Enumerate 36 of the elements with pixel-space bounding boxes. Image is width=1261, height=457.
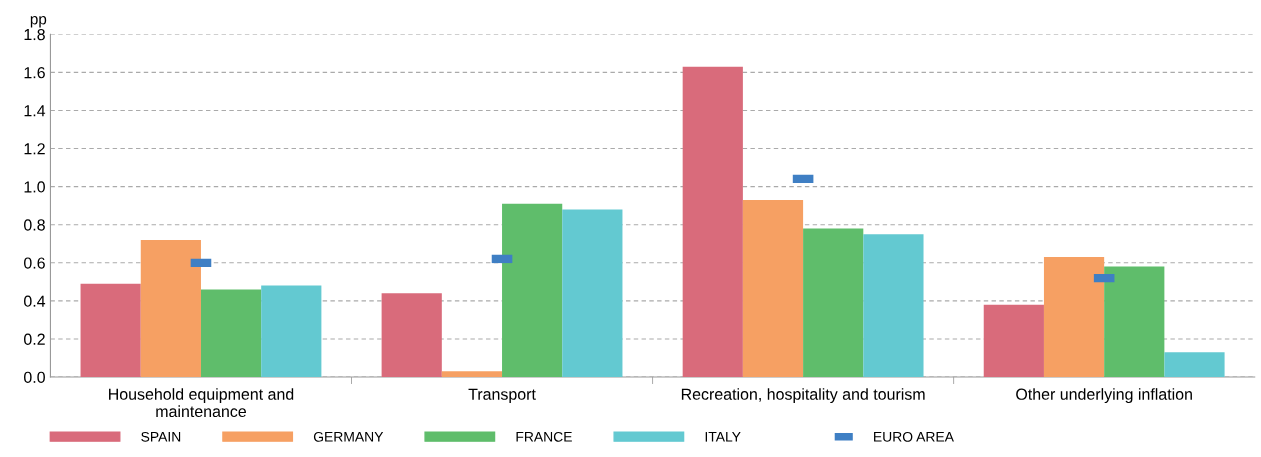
bar bbox=[803, 228, 864, 378]
bar bbox=[863, 234, 924, 378]
y-tick-label: 1.2 bbox=[24, 143, 45, 155]
legend-label: EURO AREA bbox=[874, 431, 954, 442]
legend-label: ITALY bbox=[705, 432, 741, 442]
y-tick-label: 0.4 bbox=[24, 295, 46, 307]
legend-label: FRANCE bbox=[516, 431, 572, 442]
y-tick-label: 1.8 bbox=[24, 28, 45, 41]
bar bbox=[441, 371, 503, 378]
y-tick-label: 1.6 bbox=[24, 66, 45, 79]
bar bbox=[381, 293, 442, 378]
x-tick-label: Transport bbox=[468, 388, 536, 404]
bar bbox=[1104, 266, 1165, 378]
x-tick-label: Other underlying inflation bbox=[1016, 388, 1192, 404]
y-axis-title: pp bbox=[30, 16, 47, 28]
legend-label: GERMANY bbox=[313, 431, 384, 442]
x-tick-label: Household equipment and maintenance bbox=[109, 388, 294, 418]
y-tick-label: 1.0 bbox=[24, 181, 45, 193]
y-tick-label: 0.2 bbox=[24, 333, 45, 345]
bar bbox=[502, 203, 563, 378]
y-tick-label: 1.4 bbox=[24, 105, 46, 117]
bar bbox=[742, 199, 804, 378]
bar bbox=[1043, 257, 1105, 378]
bar bbox=[1164, 352, 1225, 378]
bar bbox=[261, 285, 322, 378]
y-tick-label: 0.6 bbox=[24, 257, 45, 269]
legend-label: SPAIN bbox=[141, 431, 181, 442]
bar bbox=[983, 304, 1044, 378]
x-tick-label: Recreation, hospitality and tourism bbox=[681, 388, 925, 404]
bar bbox=[200, 289, 262, 378]
bar bbox=[562, 209, 623, 378]
y-tick-label: 0.8 bbox=[24, 219, 45, 231]
bar bbox=[80, 283, 141, 378]
y-tick-label: 0.0 bbox=[24, 371, 45, 383]
bar bbox=[140, 239, 201, 378]
bar bbox=[682, 66, 743, 378]
